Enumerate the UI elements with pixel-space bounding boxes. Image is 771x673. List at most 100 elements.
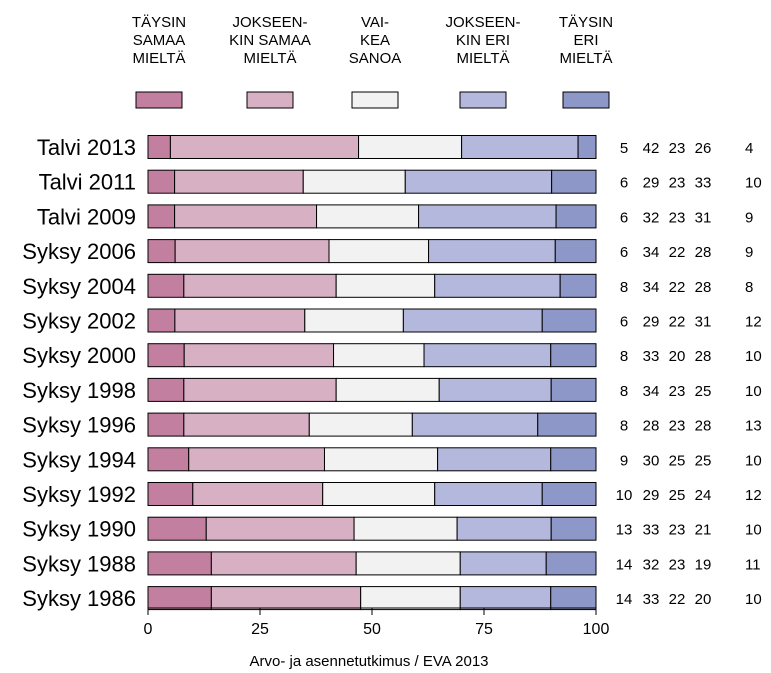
value-label: 5 [620, 140, 628, 157]
bar-segment [210, 586, 362, 611]
value-label: 23 [669, 522, 686, 539]
bar-segment [183, 412, 310, 437]
value-label: 25 [695, 452, 712, 469]
bar-segment [551, 169, 597, 194]
x-tick-label: 100 [583, 621, 610, 638]
value-label: 26 [695, 140, 712, 157]
value-label: 23 [669, 140, 686, 157]
bar-segment [541, 482, 597, 506]
x-tick-label: 0 [144, 621, 153, 638]
legend-label: SANOA [349, 50, 402, 67]
bar-segment [147, 447, 190, 472]
row-label: Talvi 2013 [37, 135, 136, 160]
value-label: 6 [620, 175, 628, 192]
bar-segment [360, 586, 461, 611]
value-label: 34 [643, 279, 660, 296]
bar-segment [355, 551, 461, 576]
value-label: 34 [643, 383, 660, 400]
value-label: 34 [643, 244, 660, 261]
value-label: 12 [745, 487, 762, 504]
legend-label: TÄYSIN [132, 14, 186, 31]
value-label: 29 [643, 175, 660, 192]
row-label: Syksy 2004 [22, 274, 136, 299]
bar-segment [550, 447, 597, 472]
value-label: 8 [620, 279, 628, 296]
value-label: 32 [643, 556, 660, 573]
bar-segment [316, 204, 420, 229]
value-label: 10 [745, 452, 762, 469]
value-label: 24 [695, 487, 712, 504]
value-label: 8 [620, 418, 628, 435]
value-label: 8 [620, 348, 628, 365]
bar-segment [308, 412, 413, 437]
value-label: 13 [616, 522, 633, 539]
bar-segment [404, 169, 553, 194]
value-label: 22 [669, 279, 686, 296]
value-label: 19 [695, 556, 712, 573]
x-tick-label: 50 [363, 621, 381, 638]
legend-swatch [459, 91, 507, 109]
bar-segment [438, 377, 552, 402]
bar-segment [434, 482, 543, 506]
bar-segment [174, 239, 330, 264]
bar-segment [428, 239, 556, 264]
value-label: 22 [669, 244, 686, 261]
bar-segment [459, 586, 552, 611]
value-label: 23 [669, 175, 686, 192]
row-label: Syksy 1998 [22, 378, 136, 403]
value-label: 33 [643, 348, 660, 365]
legend-label: JOKSEEN- [232, 14, 307, 31]
bar-segment [550, 377, 597, 402]
bar-segment [147, 169, 176, 194]
bar-segment [537, 412, 597, 437]
value-label: 9 [745, 244, 753, 261]
value-label: 14 [616, 556, 633, 573]
bar-segment [205, 516, 355, 541]
bar-segment [147, 343, 185, 368]
bar-segment [328, 239, 430, 264]
bar-segment [437, 447, 552, 472]
bar-segment [418, 204, 557, 229]
value-label: 6 [620, 314, 628, 331]
value-label: 28 [695, 279, 712, 296]
legend-label: ERI [573, 32, 598, 49]
value-label: 10 [616, 487, 633, 504]
value-label: 10 [745, 591, 762, 608]
row-label: Syksy 1992 [22, 482, 136, 507]
bar-segment [147, 239, 176, 264]
value-label: 10 [745, 348, 762, 365]
value-label: 6 [620, 244, 628, 261]
bar-segment [323, 447, 439, 472]
value-label: 23 [669, 556, 686, 573]
value-label: 20 [669, 348, 686, 365]
bar-segment [555, 204, 597, 229]
x-tick-label: 25 [251, 621, 269, 638]
value-label: 22 [669, 314, 686, 331]
value-label: 42 [643, 140, 660, 157]
bar-segment [169, 135, 360, 159]
bar-segment [147, 135, 171, 159]
bar-segment [147, 516, 207, 541]
value-label: 29 [643, 487, 660, 504]
value-label: 4 [745, 140, 753, 157]
bar-segment [147, 308, 176, 333]
bar-segment [550, 586, 597, 611]
row-label: Syksy 1986 [22, 586, 136, 611]
value-label: 8 [620, 383, 628, 400]
value-label: 32 [643, 209, 660, 226]
bar-segment [559, 273, 597, 298]
row-label: Syksy 2006 [22, 239, 136, 264]
value-label: 10 [745, 383, 762, 400]
bar-segment [302, 169, 406, 194]
legend-swatch [135, 91, 183, 109]
bar-segment [550, 516, 597, 541]
legend-label: MIELTÄ [456, 50, 509, 67]
bar-segment [545, 551, 597, 576]
value-label: 28 [695, 418, 712, 435]
row-label: Syksy 1996 [22, 413, 136, 438]
row-label: Syksy 2000 [22, 343, 136, 368]
value-label: 29 [643, 314, 660, 331]
legend-label: JOKSEEN- [445, 14, 520, 31]
bar-segment [174, 308, 306, 333]
